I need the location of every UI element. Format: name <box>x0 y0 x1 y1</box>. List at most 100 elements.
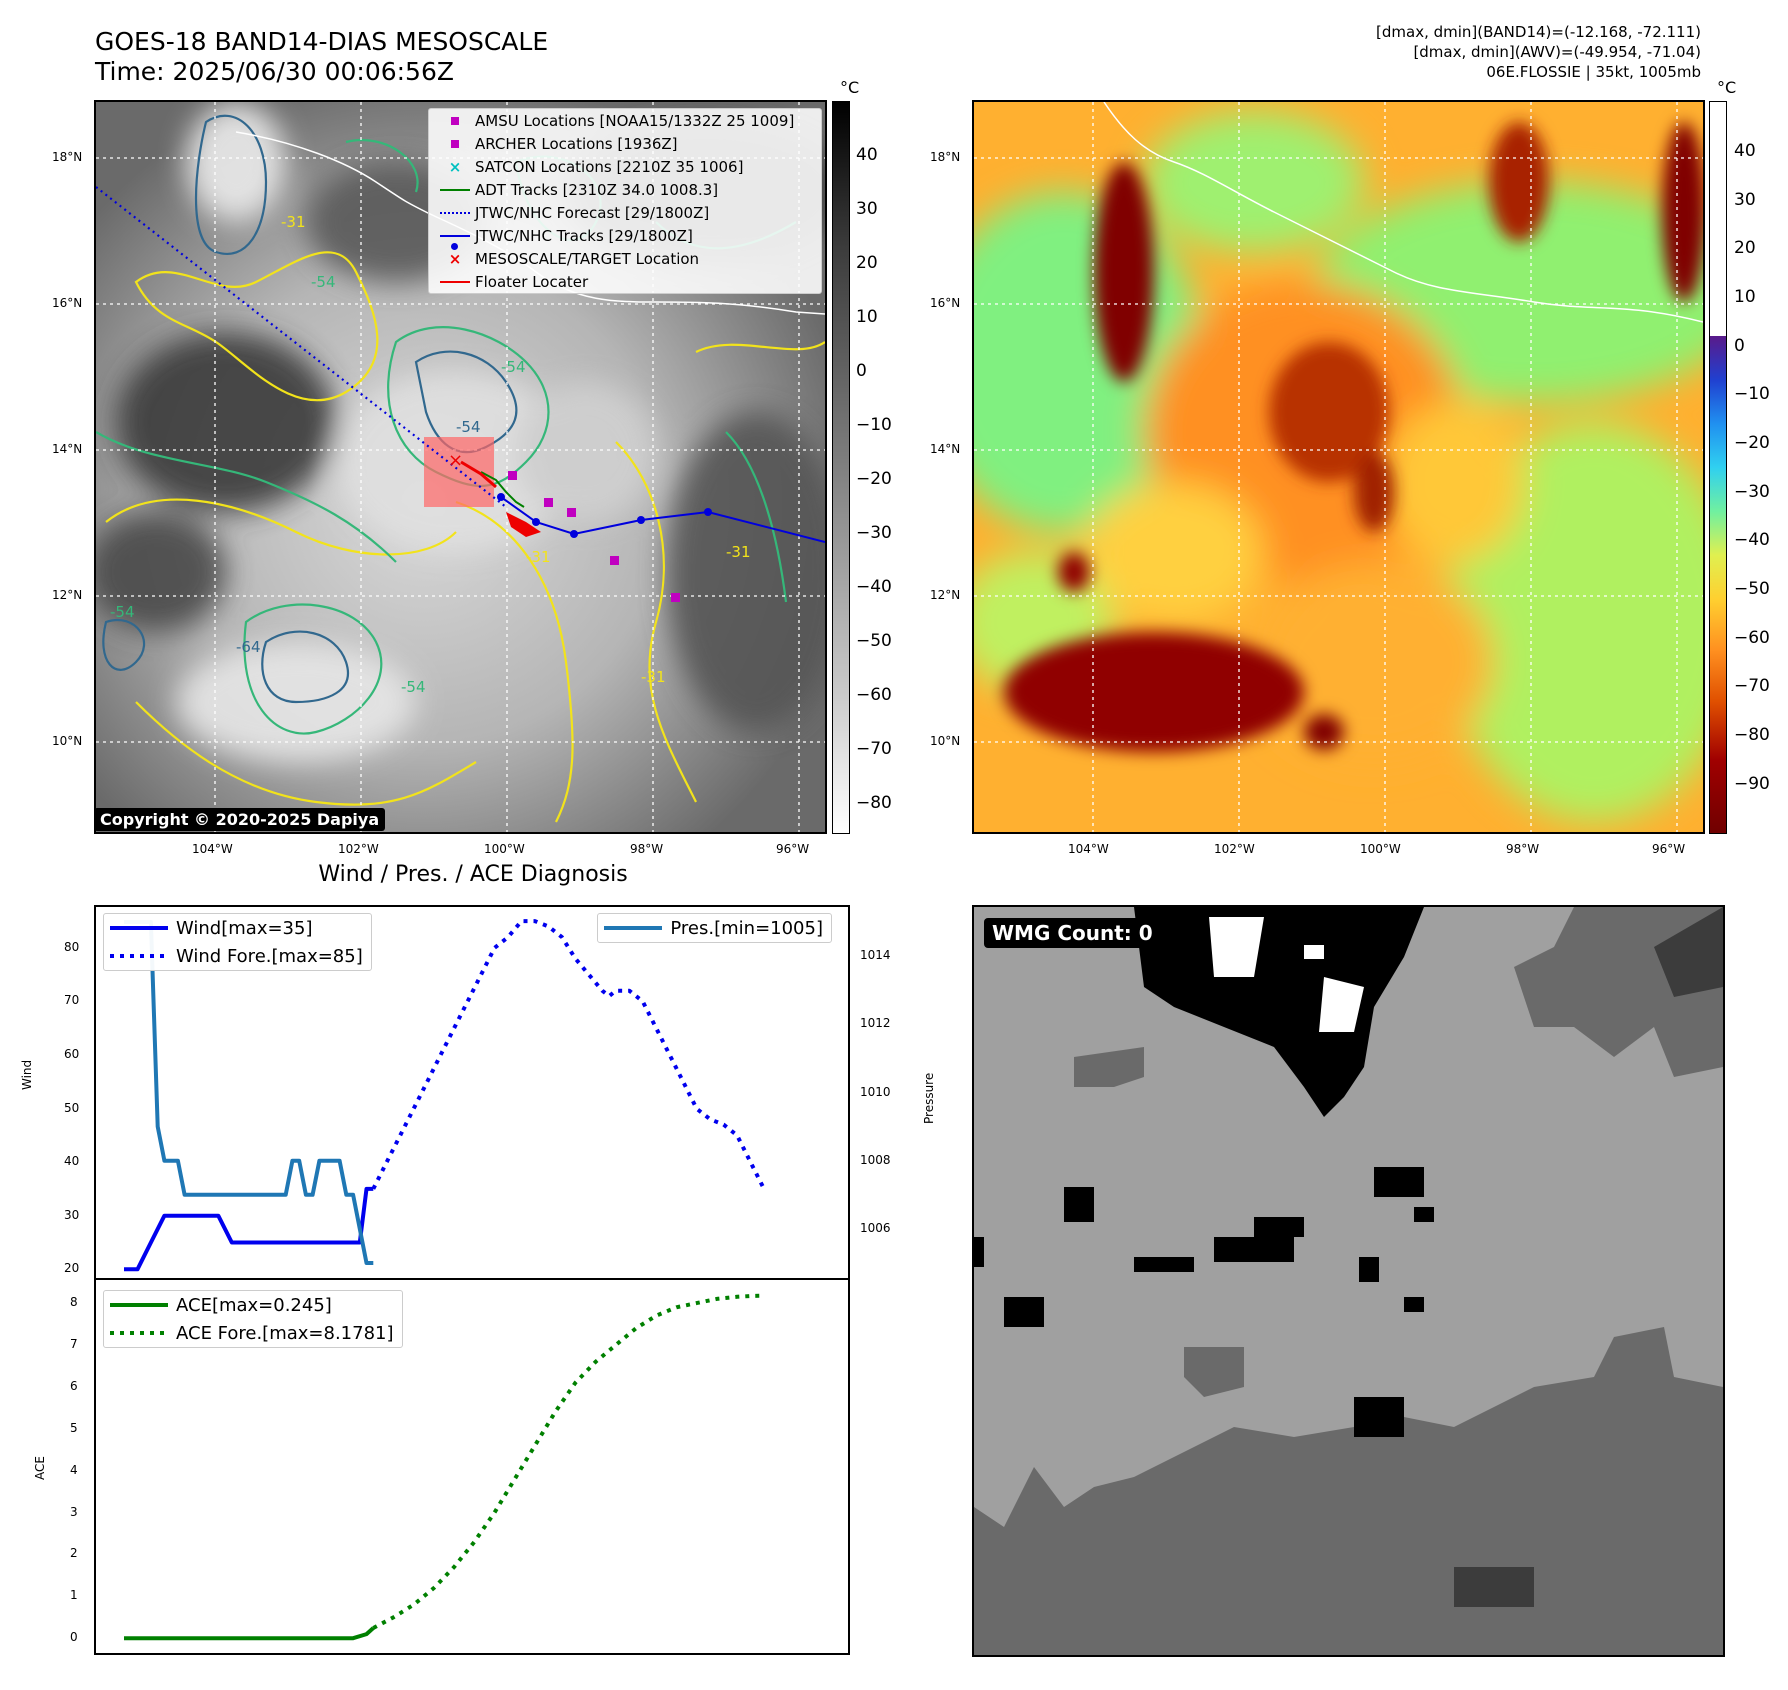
awv-cb-tick: 30 <box>1734 190 1756 210</box>
wind-y-tick-label: 60 <box>64 1047 80 1061</box>
contour-label: -54 <box>311 273 336 291</box>
ace-y-tick-label: 0 <box>70 1630 78 1645</box>
awv-cb-tick: 20 <box>1734 238 1756 258</box>
diagnosis-title: Wind / Pres. / ACE Diagnosis <box>318 862 628 887</box>
wmg-image <box>974 907 1723 1655</box>
ir-cb-tick: −60 <box>856 685 892 705</box>
ir-cb-tick: 40 <box>856 145 878 165</box>
lon-label: 104°W <box>192 842 233 856</box>
wmg-frame <box>972 905 1725 1657</box>
ir-colorbar-unit: °C <box>840 78 860 97</box>
wind-y-tick-label: 30 <box>64 1207 80 1222</box>
pres-legend: Pres.[min=1005] <box>597 913 832 943</box>
ace-y-tick-label: 8 <box>70 1295 78 1310</box>
pres-y-tick-label: 1006 <box>860 1220 891 1235</box>
ir-cb-tick: −70 <box>856 739 892 759</box>
lat-label: 12°N <box>52 588 83 602</box>
awv-cb-tick: −10 <box>1734 384 1770 404</box>
ir-cb-tick: −30 <box>856 523 892 543</box>
awv-cb-tick: −40 <box>1734 530 1770 550</box>
legend-pres-label: Pres.[min=1005] <box>670 917 823 939</box>
contour-label: -54 <box>501 358 526 376</box>
ir-cb-tick: −10 <box>856 415 892 435</box>
ir-cb-tick: −50 <box>856 631 892 651</box>
awv-cb-tick: −90 <box>1734 774 1770 794</box>
contour-label: -31 <box>641 668 666 686</box>
pres-y-tick-label: 1014 <box>860 948 891 963</box>
lat-label: 12°N <box>930 588 961 602</box>
lon-label: 102°W <box>338 842 379 856</box>
lat-label: 16°N <box>930 296 961 310</box>
legend-ace-label: ACE[max=0.245] <box>176 1294 332 1316</box>
lon-label: 104°W <box>1068 842 1109 856</box>
lon-label: 100°W <box>484 842 525 856</box>
awv-header-2: [dmax, dmin](AWV)=(-49.954, -71.04) <box>1413 43 1701 61</box>
ir-cb-tick: −80 <box>856 793 892 813</box>
wind-legend: Wind[max=35] Wind Fore.[max=85] <box>103 913 372 971</box>
contour-label: -64 <box>236 638 261 656</box>
lat-label: 18°N <box>930 150 961 164</box>
lon-label: 100°W <box>1360 842 1401 856</box>
lon-label: 96°W <box>776 842 810 856</box>
ir-cb-tick: 20 <box>856 253 878 273</box>
contour-label: -54 <box>110 603 135 621</box>
pres-y-tick-label: 1012 <box>860 1016 891 1031</box>
legend-ace-fore-label: ACE Fore.[max=8.1781] <box>176 1322 394 1344</box>
series-line-2 <box>124 920 374 1265</box>
ace-series-line-0 <box>124 1626 375 1641</box>
legend-archer: ARCHER Locations [1936Z] <box>429 132 821 155</box>
awv-colorbar <box>1709 101 1727 834</box>
awv-cb-tick: 0 <box>1734 336 1745 356</box>
legend-amsu: AMSU Locations [NOAA15/1332Z 25 1009] <box>429 109 821 132</box>
awv-map-frame <box>972 100 1705 834</box>
pres-ylabel: Pressure <box>922 1072 936 1124</box>
awv-cb-tick: −20 <box>1734 433 1770 453</box>
lat-label: 16°N <box>52 296 83 310</box>
ir-legend: AMSU Locations [NOAA15/1332Z 25 1009] AR… <box>428 108 822 294</box>
wind-y-tick-label: 50 <box>64 1100 80 1115</box>
svg-text:×: × <box>448 450 463 471</box>
legend-satcon: × SATCON Locations [2210Z 35 1006] <box>448 157 744 176</box>
legend-wind-label: Wind[max=35] <box>176 917 313 939</box>
ace-y-tick-label: 2 <box>70 1546 78 1561</box>
lon-label: 102°W <box>1214 842 1255 856</box>
awv-header-1: [dmax, dmin](BAND14)=(-12.168, -72.111) <box>1376 23 1701 41</box>
ir-cb-tick: 0 <box>856 361 867 381</box>
lat-label: 10°N <box>930 734 961 748</box>
lat-label: 18°N <box>52 150 83 164</box>
awv-cb-tick: −50 <box>1734 579 1770 599</box>
ace-y-tick-label: 7 <box>70 1337 78 1352</box>
awv-cb-tick: −30 <box>1734 482 1770 502</box>
contour-label: -54 <box>401 678 426 696</box>
awv-cb-tick: 40 <box>1734 141 1756 161</box>
ace-y-tick-label: 4 <box>70 1462 78 1477</box>
pres-y-tick-label: 1008 <box>860 1152 891 1167</box>
wind-y-tick-label: 80 <box>64 939 80 954</box>
legend-wind-fore-label: Wind Fore.[max=85] <box>176 945 363 967</box>
ir-colorbar <box>832 101 850 834</box>
wind-ylabel: Wind <box>20 1059 34 1090</box>
ace-chart <box>94 1278 850 1655</box>
ir-cb-tick: 30 <box>856 199 878 219</box>
awv-map-image <box>974 102 1703 832</box>
lat-label: 14°N <box>52 442 83 456</box>
legend-floater: Floater Locater <box>429 270 821 293</box>
ir-cb-tick: −40 <box>856 577 892 597</box>
legend-target: × MESOSCALE/TARGET Location <box>448 249 700 268</box>
top-left-title-1: GOES-18 BAND14-DIAS MESOSCALE <box>95 27 549 56</box>
contour-label: -54 <box>456 418 481 436</box>
lat-label: 14°N <box>930 442 961 456</box>
ir-cb-tick: 10 <box>856 307 878 327</box>
top-left-title-2: Time: 2025/06/30 00:06:56Z <box>95 57 454 86</box>
legend-adt: ADT Tracks [2310Z 34.0 1008.3] <box>429 178 821 201</box>
awv-cb-tick: −70 <box>1734 676 1770 696</box>
ir-cb-tick: −20 <box>856 469 892 489</box>
ace-y-tick-label: 5 <box>70 1420 78 1435</box>
ace-ylabel: ACE <box>33 1456 47 1480</box>
ace-y-tick-label: 1 <box>70 1588 78 1603</box>
contour-label: -31 <box>526 548 551 566</box>
wind-y-tick-label: 40 <box>64 1154 80 1169</box>
lon-label: 98°W <box>1506 842 1540 856</box>
awv-colorbar-unit: °C <box>1717 78 1737 97</box>
legend-jtwc-tracks: JTWC/NHC Tracks [29/1800Z] <box>429 224 821 250</box>
